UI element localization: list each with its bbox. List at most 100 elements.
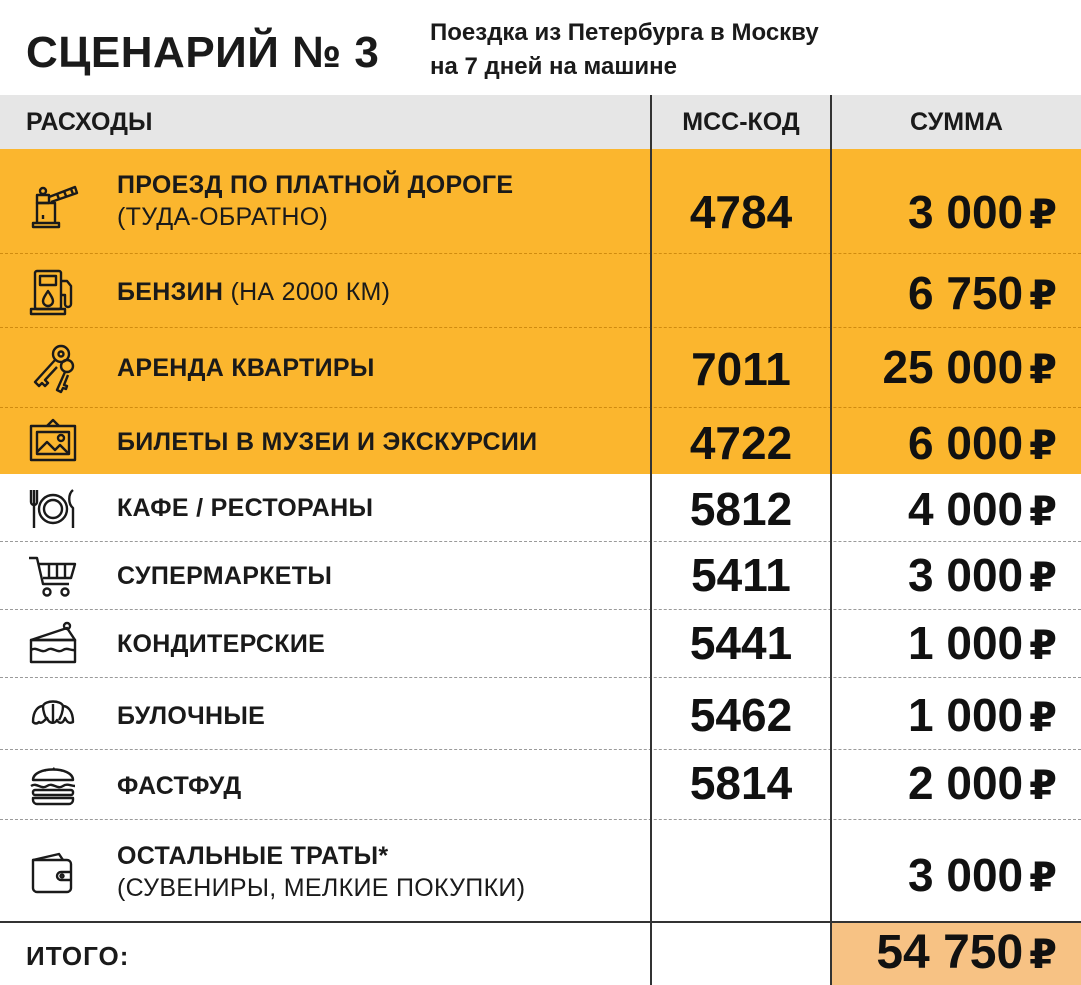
row-label: АРЕНДА КВАРТИРЫ — [117, 352, 375, 384]
row-divider — [0, 819, 1081, 820]
header: СЦЕНАРИЙ № 3 Поездка из Петербурга в Мос… — [0, 0, 1081, 95]
table-row: БЕНЗИН (НА 2000 КМ) 6 750 ₽ — [0, 254, 1081, 328]
row-title: СУПЕРМАРКЕТЫ — [117, 562, 333, 590]
amount-value: 2 000 — [908, 757, 1024, 809]
mcc-code: 7011 — [691, 343, 791, 395]
row-title: БИЛЕТЫ В МУЗЕИ И ЭКСКУРСИИ — [117, 428, 538, 456]
row-divider — [0, 253, 1081, 254]
row-note: (СУВЕНИРЫ, МЕЛКИЕ ПОКУПКИ) — [117, 874, 526, 902]
table-row: КАФЕ / РЕСТОРАНЫ 5812 4 000 ₽ — [0, 474, 1081, 542]
ruble-sign: ₽ — [1029, 624, 1057, 668]
plate-cutlery-icon — [27, 482, 79, 534]
row-label: КАФЕ / РЕСТОРАНЫ — [117, 492, 373, 524]
shopping-cart-icon — [27, 550, 79, 602]
mcc-code: 5441 — [689, 617, 793, 669]
row-label: СУПЕРМАРКЕТЫ — [117, 560, 332, 592]
amount: 1 000 ₽ — [817, 688, 1057, 742]
subtitle-line-2: на 7 дней на машине — [430, 53, 677, 80]
mcc-code: 5411 — [691, 549, 791, 601]
ruble-sign: ₽ — [1029, 696, 1057, 740]
amount: 25 000 ₽ — [817, 340, 1057, 394]
amount: 3 000 ₽ — [817, 848, 1057, 902]
ruble-sign: ₽ — [1029, 424, 1057, 468]
total-box: 54 750 ₽ — [832, 923, 1081, 985]
amount-value: 6 750 — [908, 267, 1024, 319]
amount: 3 000 ₽ — [817, 548, 1057, 602]
row-title: ОСТАЛЬНЫЕ ТРАТЫ* — [117, 842, 389, 870]
amount: 6 000 ₽ — [817, 416, 1057, 470]
burger-icon — [27, 758, 79, 810]
framed-picture-icon — [27, 416, 79, 468]
row-divider — [0, 749, 1081, 750]
amount-value: 3 000 — [908, 549, 1024, 601]
mcc-code: 4722 — [689, 417, 793, 469]
table-row: ФАСТФУД 5814 2 000 ₽ — [0, 750, 1081, 820]
mcc-code: 5462 — [689, 689, 793, 741]
row-label: КОНДИТЕРСКИЕ — [117, 628, 325, 660]
row-title: БЕНЗИН — [117, 278, 224, 306]
total-amount: 54 750 ₽ — [876, 925, 1057, 980]
total-row: ИТОГО: 54 750 ₽ — [0, 921, 1081, 985]
table-header: РАСХОДЫ МСС-КОД СУММА — [0, 95, 1081, 149]
row-note: (НА 2000 КМ) — [230, 278, 391, 306]
total-label: ИТОГО: — [26, 941, 130, 971]
column-divider-mcc — [650, 95, 652, 985]
ruble-sign: ₽ — [1029, 556, 1057, 600]
row-label: ОСТАЛЬНЫЕ ТРАТЫ* (СУВЕНИРЫ, МЕЛКИЕ ПОКУП… — [117, 840, 525, 904]
mcc-code: 4784 — [689, 186, 793, 238]
column-header-mcc: МСС-КОД — [682, 108, 800, 136]
total-amount-value: 54 750 — [876, 926, 1024, 979]
row-divider — [0, 541, 1081, 542]
table-row: СУПЕРМАРКЕТЫ 5411 3 000 ₽ — [0, 542, 1081, 610]
cake-slice-icon — [27, 618, 79, 670]
ruble-sign: ₽ — [1029, 490, 1057, 534]
table-row: КОНДИТЕРСКИЕ 5441 1 000 ₽ — [0, 610, 1081, 678]
toll-barrier-icon — [27, 177, 79, 229]
subtitle-line-1: Поездка из Петербурга в Москву — [430, 19, 819, 46]
ruble-sign: ₽ — [1029, 764, 1057, 808]
amount-value: 1 000 — [908, 689, 1024, 741]
row-title: ПРОЕЗД ПО ПЛАТНОЙ ДОРОГЕ — [117, 171, 514, 199]
row-label: БИЛЕТЫ В МУЗЕИ И ЭКСКУРСИИ — [117, 426, 537, 458]
table-row: БИЛЕТЫ В МУЗЕИ И ЭКСКУРСИИ 4722 6 000 ₽ — [0, 408, 1081, 474]
amount: 2 000 ₽ — [817, 756, 1057, 810]
fuel-pump-icon — [27, 265, 79, 317]
amount-value: 1 000 — [908, 617, 1024, 669]
croissant-icon — [27, 688, 79, 740]
row-label: ПРОЕЗД ПО ПЛАТНОЙ ДОРОГЕ (ТУДА-ОБРАТНО) — [117, 169, 513, 233]
amount-value: 6 000 — [908, 417, 1024, 469]
amount-value: 25 000 — [882, 341, 1024, 393]
row-title: ФАСТФУД — [117, 772, 242, 800]
amount: 3 000 ₽ — [817, 185, 1057, 239]
ruble-sign: ₽ — [1029, 193, 1057, 237]
ruble-sign: ₽ — [1029, 348, 1057, 392]
amount: 6 750 ₽ — [817, 266, 1057, 320]
table-row: БУЛОЧНЫЕ 5462 1 000 ₽ — [0, 678, 1081, 750]
ruble-sign: ₽ — [1029, 933, 1057, 977]
ruble-sign: ₽ — [1029, 856, 1057, 900]
row-title: БУЛОЧНЫЕ — [117, 702, 266, 730]
table-row: ОСТАЛЬНЫЕ ТРАТЫ* (СУВЕНИРЫ, МЕЛКИЕ ПОКУП… — [0, 820, 1081, 921]
scenario-subtitle: Поездка из Петербурга в Москву на 7 дней… — [430, 16, 819, 84]
amount: 1 000 ₽ — [817, 616, 1057, 670]
row-label: ФАСТФУД — [117, 770, 241, 802]
row-title: КАФЕ / РЕСТОРАНЫ — [117, 494, 374, 522]
row-label: БУЛОЧНЫЕ — [117, 700, 265, 732]
ruble-sign: ₽ — [1029, 274, 1057, 318]
row-title: КОНДИТЕРСКИЕ — [117, 630, 326, 658]
mcc-code: 5812 — [689, 483, 793, 535]
table-row: ПРОЕЗД ПО ПЛАТНОЙ ДОРОГЕ (ТУДА-ОБРАТНО) … — [0, 149, 1081, 254]
row-title: АРЕНДА КВАРТИРЫ — [117, 354, 375, 382]
column-header-sum: СУММА — [910, 108, 1003, 136]
wallet-icon — [27, 846, 79, 898]
row-label: БЕНЗИН (НА 2000 КМ) — [117, 276, 390, 308]
row-divider — [0, 407, 1081, 408]
amount-value: 3 000 — [908, 186, 1024, 238]
table-row: АРЕНДА КВАРТИРЫ 7011 25 000 ₽ — [0, 328, 1081, 408]
row-divider — [0, 609, 1081, 610]
mcc-code: 5814 — [689, 757, 793, 809]
row-divider — [0, 327, 1081, 328]
row-note: (ТУДА-ОБРАТНО) — [117, 203, 329, 231]
amount-value: 4 000 — [908, 483, 1024, 535]
amount: 4 000 ₽ — [817, 482, 1057, 536]
